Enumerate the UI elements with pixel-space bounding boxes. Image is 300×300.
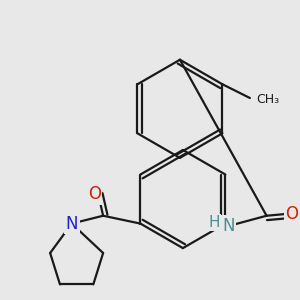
- Text: H: H: [209, 215, 220, 230]
- Text: O: O: [88, 185, 101, 203]
- Text: O: O: [286, 205, 298, 223]
- Text: CH₃: CH₃: [256, 94, 279, 106]
- Text: N: N: [222, 217, 235, 235]
- Text: N: N: [65, 214, 78, 232]
